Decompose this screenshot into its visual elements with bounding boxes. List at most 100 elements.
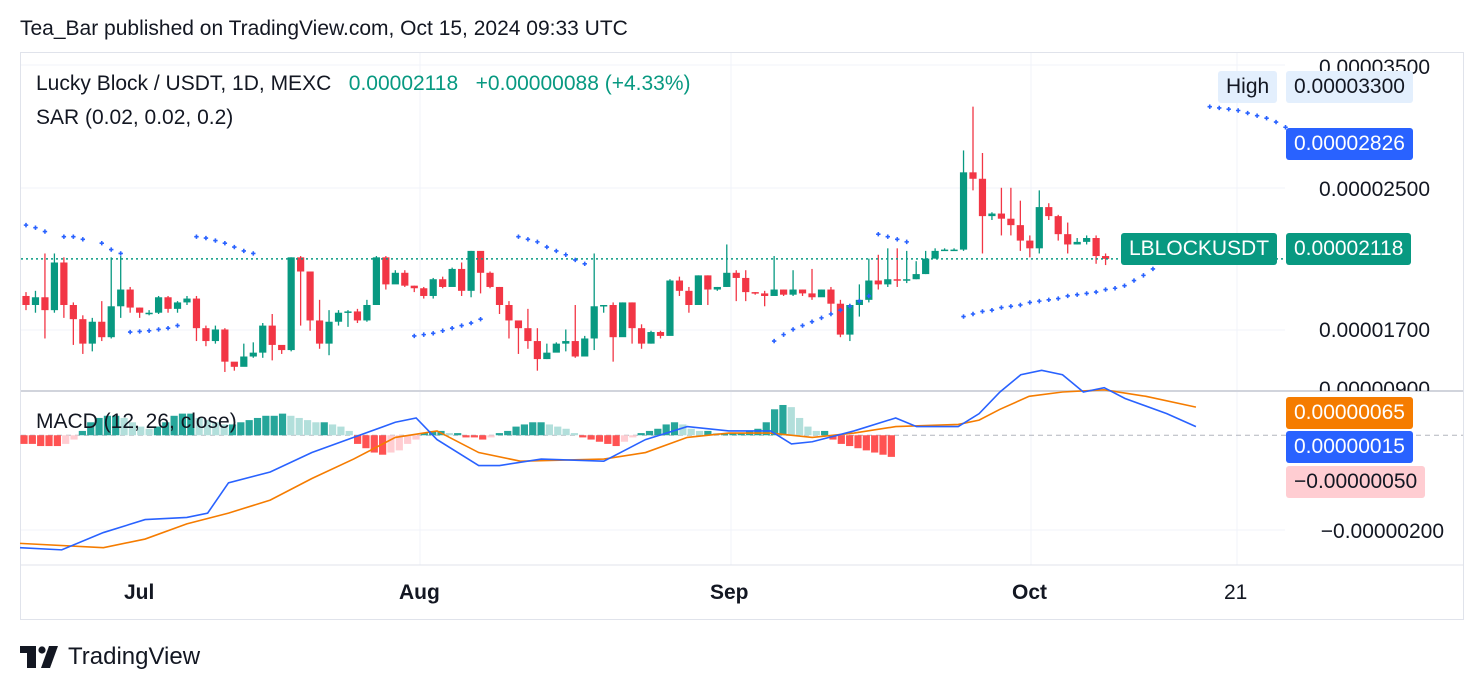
candle-body bbox=[154, 297, 163, 313]
macd-histogram-bar bbox=[379, 435, 387, 455]
sar-point bbox=[809, 319, 815, 324]
sar-point bbox=[961, 314, 966, 319]
time-tick-oct: Oct bbox=[1012, 581, 1048, 604]
candle-body bbox=[230, 361, 238, 367]
candle-body bbox=[79, 319, 87, 344]
parabolic-sar-series bbox=[23, 104, 1317, 344]
candle-body bbox=[1026, 240, 1034, 249]
sar-point bbox=[1254, 113, 1260, 118]
histogram-value-badge: −0.00000050 bbox=[1286, 466, 1426, 498]
macd-histogram-bar bbox=[679, 424, 687, 436]
sar-point bbox=[1131, 278, 1137, 283]
macd-histogram-bar bbox=[420, 433, 428, 436]
price-tick-cut: 0.00000900 bbox=[1319, 378, 1430, 391]
macd-histogram-bar bbox=[504, 430, 512, 436]
macd-histogram-bar bbox=[545, 424, 554, 436]
sar-point bbox=[1037, 298, 1042, 304]
sar-legend[interactable]: SAR (0.02, 0.02, 0.2) bbox=[36, 106, 234, 129]
macd-histogram-bar bbox=[178, 413, 187, 436]
macd-histogram-bar bbox=[846, 435, 854, 447]
candle-body bbox=[647, 332, 655, 344]
candle-body bbox=[694, 275, 702, 305]
candle-body bbox=[126, 289, 134, 308]
candle-body bbox=[619, 302, 627, 338]
macd-histogram-bar bbox=[295, 417, 303, 436]
macd-legend[interactable]: MACD (12, 26, close) bbox=[36, 410, 237, 433]
candle-body bbox=[533, 341, 541, 360]
candle-body bbox=[458, 268, 466, 291]
sar-point bbox=[440, 328, 445, 333]
sar-point bbox=[535, 239, 540, 245]
chart-frame[interactable] bbox=[20, 52, 1464, 620]
macd-histogram bbox=[20, 404, 1463, 457]
candle-body bbox=[505, 304, 513, 321]
macd-histogram-bar bbox=[654, 428, 662, 436]
candle-body bbox=[268, 325, 276, 345]
candle-body bbox=[931, 250, 939, 259]
macd-histogram-bar bbox=[320, 422, 328, 436]
time-tick-sep: Sep bbox=[710, 581, 749, 604]
candle-body bbox=[240, 356, 248, 367]
macd-histogram-bar bbox=[604, 435, 612, 444]
candle-body bbox=[486, 272, 494, 287]
sar-point bbox=[516, 234, 521, 239]
sar-point bbox=[1084, 291, 1089, 296]
sar-point bbox=[866, 293, 872, 299]
macd-histogram-bar bbox=[620, 435, 629, 442]
macd-histogram-bar bbox=[95, 417, 103, 436]
candle-body bbox=[656, 332, 665, 336]
macd-histogram-bar bbox=[278, 413, 287, 436]
sar-point bbox=[156, 327, 161, 332]
candle-body bbox=[429, 279, 437, 296]
macd-histogram-bar bbox=[387, 435, 395, 453]
macd-histogram-bar bbox=[70, 435, 78, 440]
sar-point bbox=[412, 333, 417, 339]
candle-body bbox=[382, 257, 390, 285]
macd-histogram-bar bbox=[412, 435, 420, 440]
candle-body bbox=[439, 279, 447, 287]
candle-body bbox=[685, 290, 693, 305]
candle-body bbox=[846, 304, 854, 335]
symbol-legend[interactable]: Lucky Block / USDT, 1D, MEXC 0.00002118 … bbox=[36, 72, 691, 96]
candle-body bbox=[761, 293, 769, 296]
sar-point bbox=[213, 238, 218, 243]
candle-body bbox=[325, 321, 333, 344]
sar-point bbox=[847, 304, 853, 309]
macd-histogram-bar bbox=[537, 422, 545, 436]
candle-body bbox=[514, 320, 523, 329]
sar-point bbox=[989, 307, 995, 313]
macd-histogram-bar bbox=[704, 430, 712, 436]
candle-body bbox=[1073, 241, 1081, 245]
candle-body bbox=[164, 297, 172, 309]
candle-body bbox=[666, 280, 674, 336]
macd-histogram-bar bbox=[871, 435, 879, 453]
high-value: 0.00003300 bbox=[1286, 71, 1413, 103]
sar-point bbox=[118, 251, 123, 256]
tradingview-brand[interactable]: TradingView bbox=[20, 642, 200, 672]
candle-body bbox=[1054, 216, 1062, 235]
macd-histogram-bar bbox=[245, 420, 253, 436]
sar-point bbox=[838, 307, 843, 313]
sar-point bbox=[23, 222, 29, 228]
candle-body bbox=[808, 293, 816, 298]
candle-body bbox=[363, 304, 371, 321]
macd-histogram-bar bbox=[520, 424, 528, 436]
candle-body bbox=[798, 289, 807, 294]
sar-point bbox=[525, 237, 531, 242]
sar-point bbox=[1074, 292, 1080, 297]
sar-point bbox=[781, 332, 786, 337]
candle-body bbox=[903, 279, 911, 281]
candle-body bbox=[922, 258, 930, 275]
macd-histogram-bar bbox=[145, 428, 153, 436]
macd-histogram-bar bbox=[687, 428, 695, 436]
sar-point bbox=[885, 234, 890, 239]
macd-histogram-bar bbox=[495, 433, 503, 436]
candle-body bbox=[675, 280, 684, 291]
macd-histogram-bar bbox=[78, 430, 86, 436]
macd-histogram-bar bbox=[729, 433, 737, 436]
candle-body bbox=[950, 249, 958, 252]
sar-point bbox=[1018, 302, 1023, 308]
candle-body bbox=[278, 344, 286, 351]
candle-body bbox=[780, 289, 788, 295]
